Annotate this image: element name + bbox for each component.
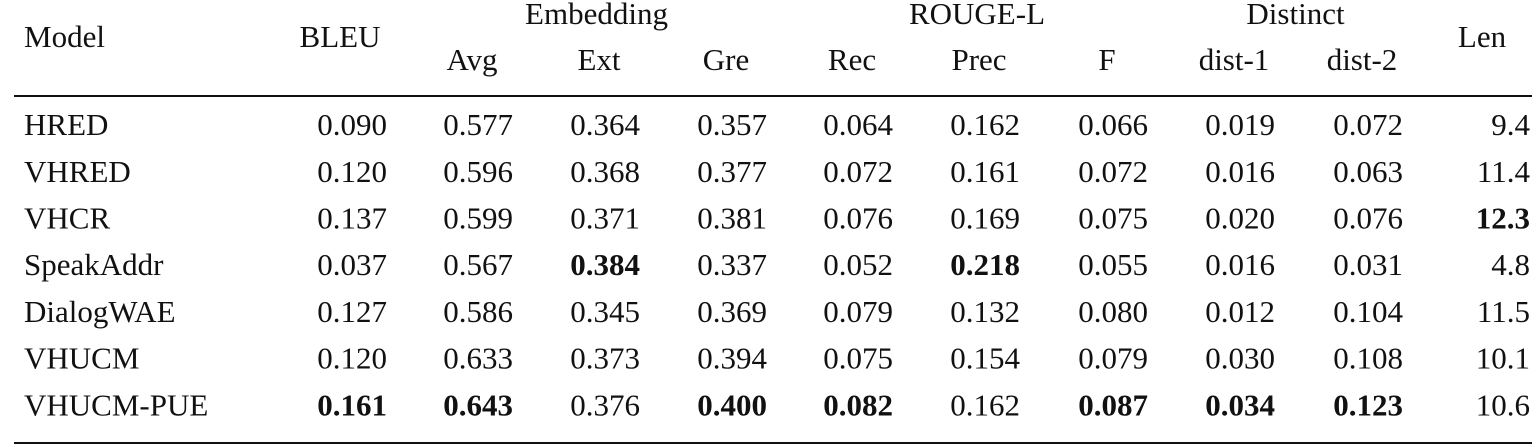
cell-value: 0.633	[443, 341, 513, 376]
column-header: dist-1	[1199, 42, 1270, 77]
model-name: SpeakAddr	[24, 247, 164, 282]
cell-value: 0.082	[823, 387, 893, 422]
cell-value: 0.072	[1078, 154, 1148, 189]
cell-value: 0.076	[1333, 201, 1403, 236]
cell-value: 0.161	[950, 154, 1020, 189]
cell-value: 0.066	[1078, 107, 1148, 142]
model-name: DialogWAE	[24, 294, 176, 329]
bleu-header: BLEU	[300, 19, 381, 54]
cell-value: 0.596	[443, 154, 513, 189]
cell-value: 0.586	[443, 294, 513, 329]
cell-value: 0.376	[570, 387, 640, 422]
cell-value: 0.162	[950, 387, 1020, 422]
cell-value: 0.127	[317, 294, 387, 329]
cell-value: 0.381	[697, 201, 767, 236]
column-header: Gre	[703, 42, 749, 77]
cell-value: 0.120	[317, 341, 387, 376]
cell-value: 4.8	[1491, 247, 1530, 282]
cell-value: 0.016	[1205, 154, 1275, 189]
cell-value: 0.377	[697, 154, 767, 189]
cell-value: 0.087	[1078, 387, 1148, 422]
cell-value: 0.599	[443, 201, 513, 236]
cell-value: 0.064	[823, 107, 893, 142]
cell-value: 0.394	[697, 341, 767, 376]
cell-value: 0.371	[570, 201, 640, 236]
model-name: VHRED	[24, 154, 131, 189]
cell-value: 0.030	[1205, 341, 1275, 376]
column-header: Ext	[577, 42, 620, 77]
cell-value: 0.373	[570, 341, 640, 376]
cell-value: 0.034	[1205, 387, 1275, 422]
cell-value: 0.123	[1333, 387, 1403, 422]
cell-value: 0.020	[1205, 201, 1275, 236]
column-header: dist-2	[1327, 42, 1398, 77]
cell-value: 0.076	[823, 201, 893, 236]
cell-value: 0.567	[443, 247, 513, 282]
cell-value: 0.108	[1333, 341, 1403, 376]
cell-value: 0.643	[443, 387, 513, 422]
cell-value: 0.031	[1333, 247, 1403, 282]
cell-value: 0.079	[1078, 341, 1148, 376]
cell-value: 0.090	[317, 107, 387, 142]
cell-value: 0.357	[697, 107, 767, 142]
cell-value: 0.368	[570, 154, 640, 189]
cell-value: 0.337	[697, 247, 767, 282]
cell-value: 0.577	[443, 107, 513, 142]
cell-value: 0.080	[1078, 294, 1148, 329]
column-header: Rec	[828, 42, 876, 77]
cell-value: 0.169	[950, 201, 1020, 236]
model-name: VHUCM	[24, 341, 139, 376]
cell-value: 0.063	[1333, 154, 1403, 189]
cell-value: 0.218	[950, 247, 1020, 282]
cell-value: 0.075	[1078, 201, 1148, 236]
model-name: VHUCM-PUE	[24, 387, 208, 422]
cell-value: 0.072	[823, 154, 893, 189]
cell-value: 0.037	[317, 247, 387, 282]
cell-value: 0.052	[823, 247, 893, 282]
len-header: Len	[1458, 19, 1507, 54]
cell-value: 0.400	[697, 387, 767, 422]
group-header: Embedding	[525, 0, 668, 31]
cell-value: 11.5	[1477, 294, 1530, 329]
cell-value: 12.3	[1476, 201, 1530, 236]
cell-value: 0.369	[697, 294, 767, 329]
cell-value: 0.137	[317, 201, 387, 236]
group-header: Distinct	[1246, 0, 1345, 31]
model-name: HRED	[24, 107, 108, 142]
cell-value: 0.384	[570, 247, 640, 282]
cell-value: 0.016	[1205, 247, 1275, 282]
cell-value: 0.079	[823, 294, 893, 329]
cell-value: 0.161	[317, 387, 387, 422]
cell-value: 0.162	[950, 107, 1020, 142]
model-header: Model	[24, 19, 105, 54]
group-header: ROUGE-L	[909, 0, 1045, 31]
cell-value: 0.345	[570, 294, 640, 329]
cell-value: 0.104	[1333, 294, 1403, 329]
column-header: F	[1098, 42, 1115, 77]
column-header: Avg	[446, 42, 497, 77]
cell-value: 0.072	[1333, 107, 1403, 142]
cell-value: 0.364	[570, 107, 640, 142]
model-name: VHCR	[24, 201, 110, 236]
cell-value: 11.4	[1477, 154, 1531, 189]
cell-value: 0.120	[317, 154, 387, 189]
column-header: Prec	[951, 42, 1006, 77]
cell-value: 10.1	[1476, 341, 1530, 376]
cell-value: 9.4	[1491, 107, 1530, 142]
cell-value: 0.132	[950, 294, 1020, 329]
cell-value: 10.6	[1476, 387, 1530, 422]
cell-value: 0.019	[1205, 107, 1275, 142]
cell-value: 0.012	[1205, 294, 1275, 329]
cell-value: 0.055	[1078, 247, 1148, 282]
cell-value: 0.075	[823, 341, 893, 376]
cell-value: 0.154	[950, 341, 1020, 376]
